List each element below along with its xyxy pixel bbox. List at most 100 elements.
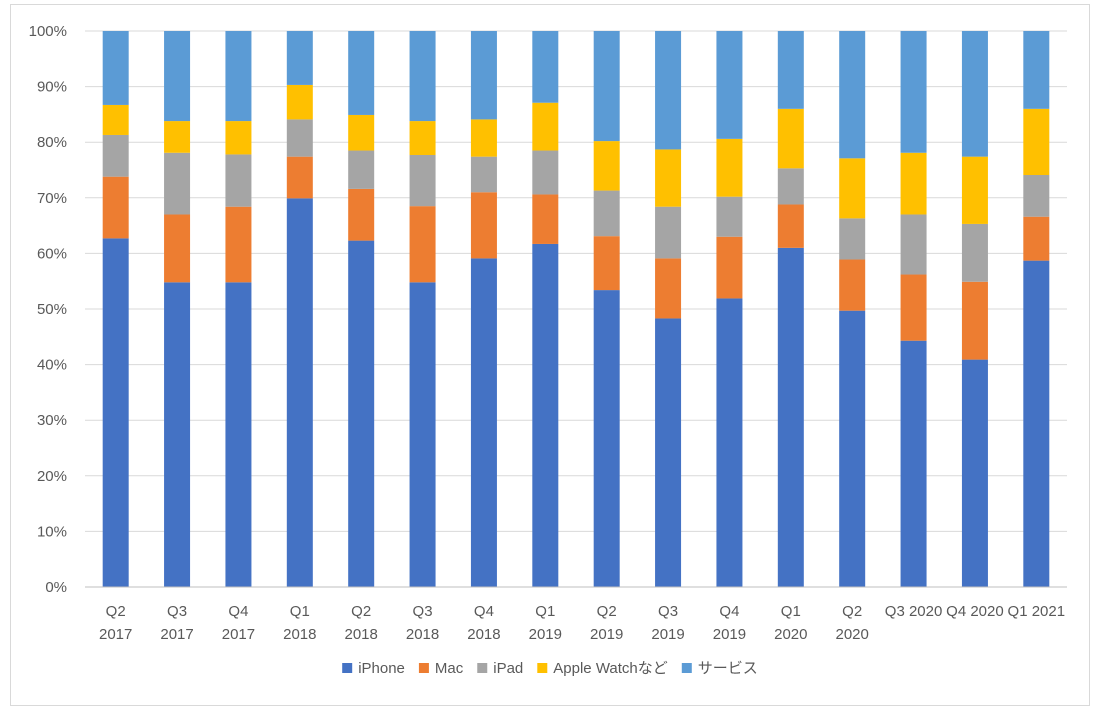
bar-segment: [348, 114, 375, 151]
legend-swatch: [537, 663, 548, 673]
bar-segment: [716, 138, 743, 197]
bar-segment: [286, 31, 313, 85]
bar-segment: [470, 192, 497, 259]
x-tick-label: 2020: [774, 626, 807, 643]
x-tick-label: Q2: [351, 603, 371, 620]
y-tick-label: 90%: [37, 79, 67, 96]
x-tick-label: Q3 2020: [885, 603, 943, 620]
bar-segment: [839, 310, 866, 587]
bar-segment: [348, 188, 375, 241]
bar-segment: [348, 31, 375, 115]
x-tick-label: Q2: [597, 603, 617, 620]
bar-segment: [900, 31, 927, 153]
bar-segment: [716, 31, 743, 139]
legend-label: Apple Watchなど: [553, 660, 668, 677]
bar-segment: [716, 196, 743, 237]
x-tick-label: Q2: [842, 603, 862, 620]
bar-segment: [532, 243, 559, 587]
bar-segment: [655, 206, 682, 259]
bar-segment: [1023, 216, 1050, 261]
x-tick-label: Q1: [535, 603, 555, 620]
bar-segment: [532, 31, 559, 103]
bar-segment: [348, 150, 375, 189]
legend-swatch: [681, 663, 692, 673]
x-tick-label: 2018: [283, 626, 316, 643]
bar-segment: [225, 206, 252, 283]
legend-label: iPhone: [358, 660, 405, 677]
bar-segment: [839, 218, 866, 260]
chart-frame: 0% 10% 20% 30% 40% 50% 60% 70% 80% 90% 100% Q2 2017 Q…: [10, 4, 1090, 706]
axes: 0% 10% 20% 30% 40% 50% 60% 70% 80% 90% 100% Q2 2017 Q…: [29, 23, 1067, 643]
bars: [102, 31, 1050, 587]
bar-segment: [164, 152, 191, 215]
bar-segment: [225, 282, 252, 587]
bar-segment: [164, 121, 191, 153]
y-tick-label: 10%: [37, 523, 67, 540]
y-tick-label: 0%: [45, 579, 67, 596]
legend-label: Mac: [435, 660, 464, 677]
legend-swatch: [342, 663, 353, 673]
bar-segment: [655, 31, 682, 150]
bar-segment: [225, 121, 252, 155]
y-tick-label: 70%: [37, 190, 67, 207]
legend-swatch: [477, 663, 488, 673]
bar-segment: [470, 31, 497, 120]
x-tick-label: Q4: [228, 603, 248, 620]
bar-segment: [286, 156, 313, 199]
bar-segment: [900, 152, 927, 215]
bar-segment: [409, 31, 436, 122]
bar-segment: [409, 282, 436, 587]
bar-segment: [900, 214, 927, 275]
x-tick-label: Q4: [719, 603, 739, 620]
bar-segment: [900, 274, 927, 341]
x-tick-label: 2018: [345, 626, 378, 643]
x-tick-label: Q2: [106, 603, 126, 620]
bar-segment: [286, 198, 313, 587]
y-tick-label: 40%: [37, 357, 67, 374]
bar-segment: [777, 108, 804, 169]
bar-segment: [225, 31, 252, 122]
bar-segment: [961, 359, 988, 587]
y-tick-label: 80%: [37, 134, 67, 151]
bar-segment: [286, 119, 313, 157]
bar-segment: [1023, 260, 1050, 587]
bar-segment: [839, 31, 866, 159]
bar-segment: [532, 150, 559, 195]
bar-segment: [409, 206, 436, 283]
x-tick-label: 2018: [406, 626, 439, 643]
legend-label: iPad: [493, 660, 523, 677]
bar-segment: [1023, 175, 1050, 217]
x-tick-label: 2017: [99, 626, 132, 643]
bar-segment: [716, 298, 743, 587]
bar-segment: [532, 102, 559, 151]
y-tick-label: 50%: [37, 301, 67, 318]
bar-segment: [961, 281, 988, 360]
x-tick-label: 2018: [467, 626, 500, 643]
bar-segment: [470, 156, 497, 193]
bar-segment: [164, 214, 191, 283]
stacked-bar-chart: 0% 10% 20% 30% 40% 50% 60% 70% 80% 90% 100% Q2 2017 Q…: [29, 23, 1067, 677]
y-tick-label: 60%: [37, 245, 67, 262]
x-tick-label: 2020: [836, 626, 869, 643]
bar-segment: [593, 290, 620, 587]
bar-segment: [777, 31, 804, 109]
bar-segment: [286, 84, 313, 120]
bar-segment: [470, 258, 497, 587]
bar-segment: [900, 340, 927, 587]
bar-segment: [102, 238, 129, 587]
bar-segment: [777, 204, 804, 248]
bar-segment: [655, 258, 682, 319]
bar-segment: [593, 31, 620, 142]
x-tick-label: Q3: [167, 603, 187, 620]
bar-segment: [470, 119, 497, 157]
legend-label: サービス: [698, 660, 758, 677]
x-tick-label: 2019: [713, 626, 746, 643]
x-tick-label: Q4 2020: [946, 603, 1004, 620]
x-tick-label: Q1: [781, 603, 801, 620]
legend-swatch: [418, 663, 429, 673]
x-tick-label: Q1 2021: [1008, 603, 1066, 620]
bar-segment: [102, 104, 129, 135]
x-tick-label: Q1: [290, 603, 310, 620]
x-tick-label: 2019: [529, 626, 562, 643]
bar-segment: [593, 190, 620, 237]
